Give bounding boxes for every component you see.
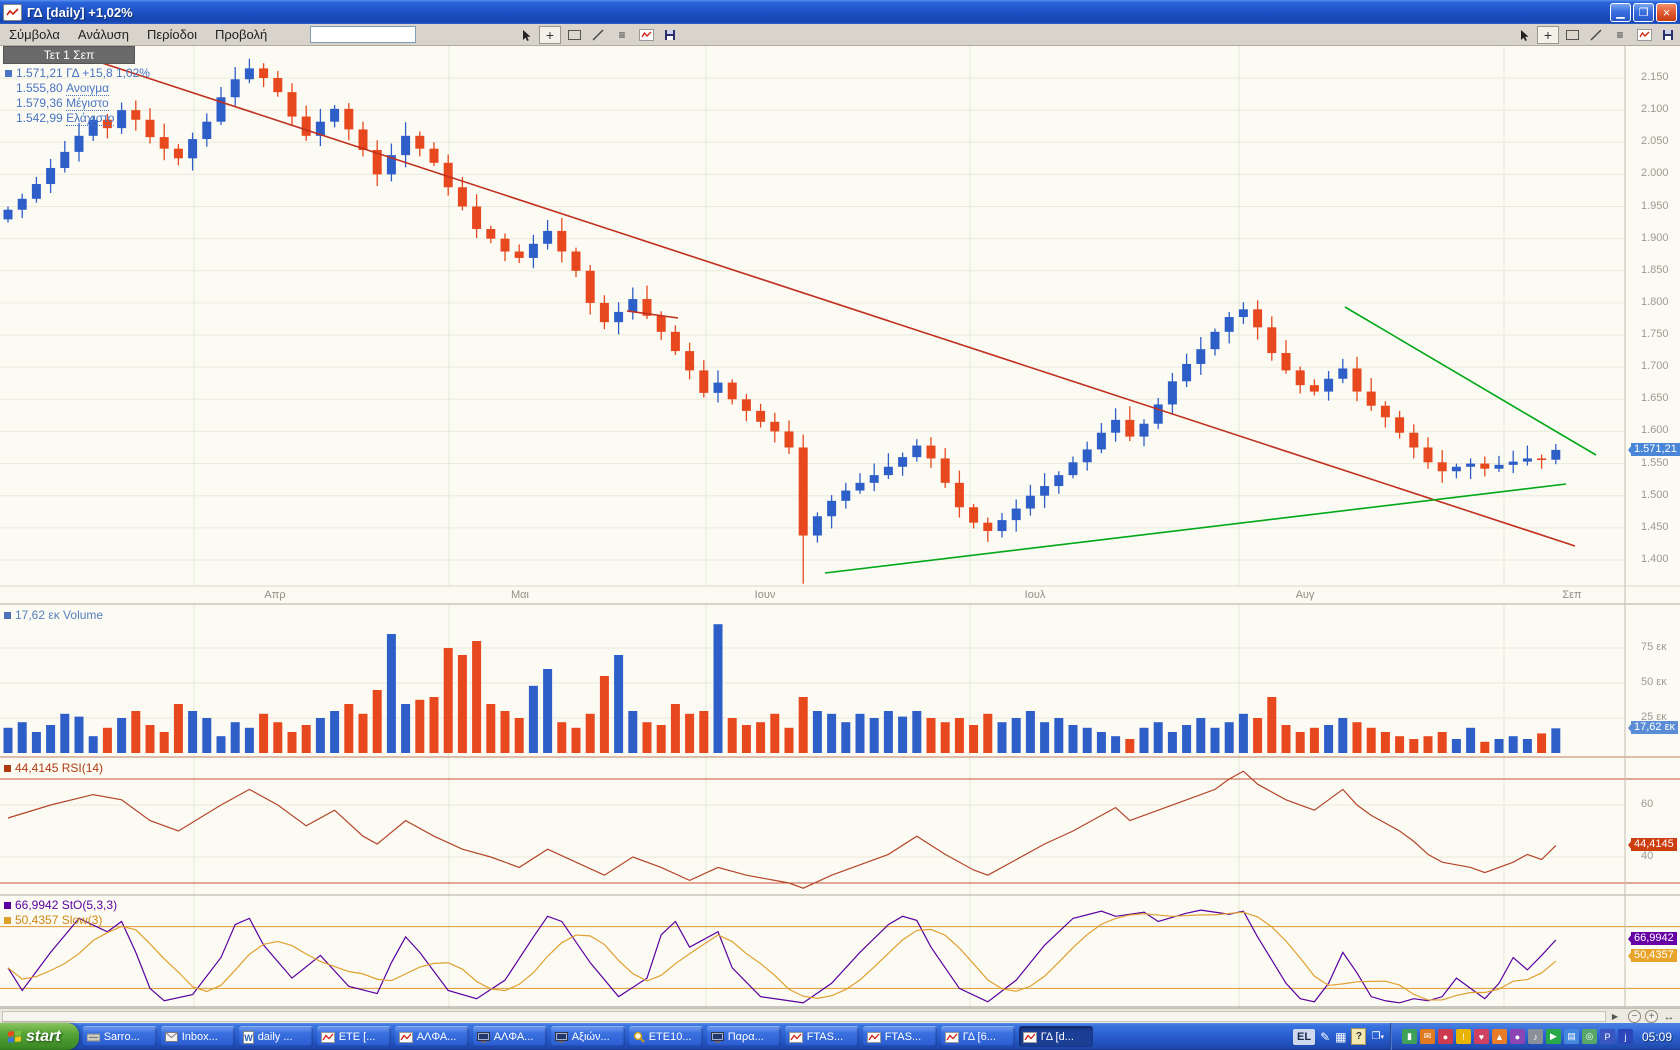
tray-document-app-icon[interactable]: ▤ bbox=[1563, 1029, 1579, 1044]
tray-purple-app-icon[interactable]: ● bbox=[1509, 1029, 1525, 1044]
word-icon: W bbox=[242, 1030, 254, 1044]
pen-icon[interactable]: ✎ bbox=[1320, 1029, 1331, 1044]
crosshair-tool-icon[interactable]: + bbox=[1537, 26, 1559, 44]
save-tool-icon[interactable] bbox=[659, 26, 681, 44]
chart-area[interactable]: Τετ 1 Σεπ 1.571,21 ΓΔ +15,8 1,02% 1.555,… bbox=[0, 0, 1680, 1010]
start-button[interactable]: start bbox=[0, 1023, 79, 1050]
dotted-lines-tool-icon[interactable]: ≡ bbox=[1616, 28, 1624, 42]
tray-media-player-icon[interactable]: ▶ bbox=[1545, 1029, 1561, 1044]
help-icon[interactable]: ? bbox=[1351, 1028, 1367, 1045]
chart-icon bbox=[944, 1031, 959, 1043]
tray-security-shield-icon[interactable]: ! bbox=[1455, 1029, 1471, 1044]
menu-item-analysis[interactable]: Ανάλυση bbox=[77, 26, 129, 42]
minimize-button[interactable]: ▁ bbox=[1610, 2, 1631, 22]
tray-messenger-icon[interactable]: ● bbox=[1437, 1029, 1453, 1044]
taskbar-button-ετε10[interactable]: ΕΤΕ10... bbox=[628, 1026, 703, 1047]
taskbar-button-ftas[interactable]: FTAS... bbox=[862, 1026, 937, 1047]
menu-item-symbols[interactable]: Σύμβολα bbox=[9, 26, 60, 42]
language-indicator[interactable]: EL bbox=[1293, 1028, 1316, 1045]
taskbar-button-γδd[interactable]: ΓΔ [d... bbox=[1018, 1026, 1093, 1047]
app-icon bbox=[3, 3, 22, 21]
tray-mail-notifier-icon[interactable]: ✉ bbox=[1419, 1029, 1435, 1044]
tray-network-app-icon[interactable]: P bbox=[1599, 1029, 1615, 1044]
toolbar-right: + ≡ bbox=[1512, 24, 1680, 46]
crosshair-tool-icon[interactable]: + bbox=[539, 26, 561, 44]
symbol-input[interactable] bbox=[310, 26, 417, 43]
menu-item-periods[interactable]: Περίοδοι bbox=[146, 26, 197, 42]
chart-icon bbox=[398, 1031, 413, 1043]
close-button[interactable]: × bbox=[1656, 2, 1677, 22]
tray-storage-icon[interactable]: ▮ bbox=[1401, 1029, 1417, 1044]
window-titlebar[interactable]: ΓΔ [daily] +1,02% ▁ ❐ × bbox=[0, 0, 1680, 24]
restore-button[interactable]: ❐ bbox=[1633, 2, 1654, 22]
toolbar-center: + ≡ bbox=[514, 24, 682, 46]
taskbar-button-sarro[interactable]: Sarro... bbox=[82, 1026, 157, 1047]
monitor-icon bbox=[710, 1031, 724, 1043]
chart-tool-icon[interactable] bbox=[1633, 26, 1655, 44]
keyboard-icon[interactable]: ▦ bbox=[1335, 1029, 1347, 1044]
restore-toolbar-icon[interactable]: ❐▾ bbox=[1371, 1031, 1384, 1042]
taskbar-button-αλφα[interactable]: ΑΛΦΑ... bbox=[394, 1026, 469, 1047]
panel-icon bbox=[86, 1032, 100, 1043]
zoom-in-button[interactable]: + bbox=[1645, 1010, 1658, 1023]
tray-ime-icon[interactable]: j bbox=[1617, 1029, 1633, 1044]
zoom-out-button[interactable]: − bbox=[1628, 1010, 1641, 1023]
chart-icon bbox=[320, 1031, 335, 1043]
taskbar-button-inbox[interactable]: Inbox... bbox=[160, 1026, 235, 1047]
rectangle-tool-icon[interactable] bbox=[563, 26, 585, 44]
rectangle-tool-icon[interactable] bbox=[1561, 26, 1583, 44]
cursor-tool-icon[interactable] bbox=[1513, 26, 1535, 44]
taskbar-button-ftas[interactable]: FTAS... bbox=[784, 1026, 859, 1047]
svg-text:W: W bbox=[244, 1033, 253, 1043]
horizontal-scrollbar: ▶ − + ↔ bbox=[0, 1008, 1680, 1023]
taskbar-button-αλφα[interactable]: ΑΛΦΑ... bbox=[472, 1026, 547, 1047]
save-tool-icon[interactable] bbox=[1657, 26, 1679, 44]
chart-tool-icon[interactable] bbox=[635, 26, 657, 44]
taskbar-button-γδ6[interactable]: ΓΔ [6... bbox=[940, 1026, 1015, 1047]
tray-monitor-eye-icon[interactable]: ◎ bbox=[1581, 1029, 1597, 1044]
line-tool-icon[interactable] bbox=[1585, 26, 1607, 44]
chart-canvas[interactable] bbox=[0, 0, 1680, 1010]
monitor-icon bbox=[554, 1031, 568, 1043]
taskbar-clock[interactable]: 05:09 bbox=[1641, 1029, 1672, 1044]
chart-icon bbox=[788, 1031, 803, 1043]
chart-icon bbox=[1022, 1031, 1037, 1043]
tray-traffic-cone-icon[interactable]: ▲ bbox=[1491, 1029, 1507, 1044]
taskbar-button-παρα[interactable]: Παρα... bbox=[706, 1026, 781, 1047]
monitor-icon bbox=[476, 1031, 490, 1043]
menu-items: Σύμβολα Ανάλυση Περίοδοι Προβολή bbox=[0, 26, 276, 44]
chart-icon bbox=[866, 1031, 881, 1043]
cursor-tool-icon[interactable] bbox=[515, 26, 537, 44]
window-title: ΓΔ [daily] +1,02% bbox=[27, 4, 133, 20]
magnifier-icon bbox=[633, 1031, 645, 1043]
mail-icon bbox=[164, 1032, 178, 1042]
dotted-lines-tool-icon[interactable]: ≡ bbox=[618, 28, 626, 42]
tray-health-monitor-icon[interactable]: ♥ bbox=[1473, 1029, 1489, 1044]
menu-item-view[interactable]: Προβολή bbox=[215, 26, 268, 42]
menubar: Σύμβολα Ανάλυση Περίοδοι Προβολή bbox=[0, 24, 1680, 46]
tray-volume-icon[interactable]: ♪ bbox=[1527, 1029, 1543, 1044]
line-tool-icon[interactable] bbox=[587, 26, 609, 44]
scrollbar-track[interactable] bbox=[2, 1011, 1606, 1022]
language-bar: EL ✎ ▦ ? ❐▾ bbox=[1287, 1023, 1390, 1050]
taskbar-button-ete[interactable]: ETE [... bbox=[316, 1026, 391, 1047]
windows-flag-icon bbox=[8, 1030, 21, 1043]
taskbar-button-αξιν[interactable]: Αξιών... bbox=[550, 1026, 625, 1047]
scroll-right-button[interactable]: ▶ bbox=[1611, 1012, 1619, 1021]
fit-width-icon[interactable]: ↔ bbox=[1663, 1010, 1675, 1023]
